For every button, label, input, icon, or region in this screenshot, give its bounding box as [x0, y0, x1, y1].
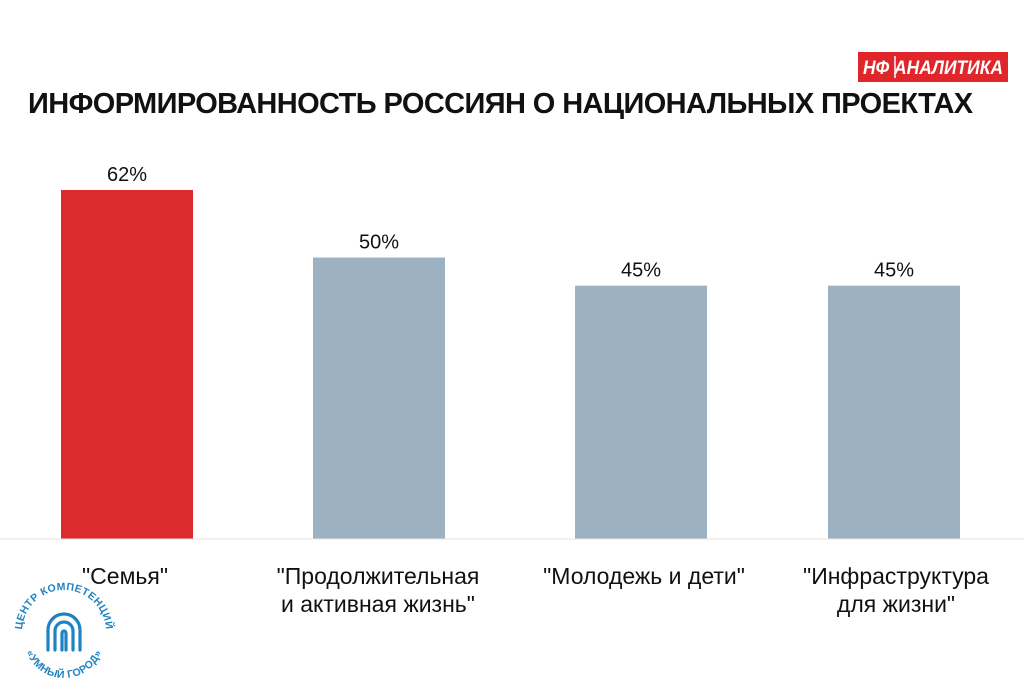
bar-value-label-1: 62%: [107, 164, 147, 186]
fingerprint-arch-icon: [46, 612, 82, 652]
category-label-4-line-2: для жизни": [837, 591, 955, 617]
bar-4: [828, 285, 960, 539]
smart-city-logo: ЦЕНТР КОМПЕТЕНЦИЙ «УМНЫЙ ГОРОД»: [13, 581, 116, 678]
category-label-3-line-1: "Молодежь и дети": [543, 563, 745, 589]
category-label-2: "Продолжительная и активная жизнь": [277, 563, 480, 617]
category-label-1-line-1: "Семья": [82, 563, 168, 589]
chart-title: ИНФОРМИРОВАННОСТЬ РОССИЯН О НАЦИОНАЛЬНЫХ…: [28, 88, 973, 120]
brand-badge-background: [858, 52, 1008, 82]
bar-value-label-2: 50%: [359, 232, 399, 254]
brand-badge: НФ АНАЛИТИКА: [858, 52, 1008, 82]
category-label-4-line-1: "Инфраструктура: [803, 563, 989, 589]
bar-1: [61, 190, 193, 539]
category-label-2-line-2: и активная жизнь": [281, 591, 475, 617]
category-label-3: "Молодежь и дети": [543, 563, 745, 589]
bar-value-label-4: 45%: [874, 260, 914, 282]
logo-text-bottom: «УМНЫЙ ГОРОД»: [24, 648, 105, 678]
bar-value-label-3: 45%: [621, 260, 661, 282]
brand-badge-logotype: НФ АНАЛИТИКА: [863, 58, 1003, 79]
category-label-2-line-1: "Продолжительная: [277, 563, 480, 589]
category-label-1: "Семья": [82, 563, 168, 589]
bar-3: [575, 285, 707, 539]
category-label-4: "Инфраструктура для жизни": [803, 563, 989, 617]
bar-2: [313, 257, 445, 539]
